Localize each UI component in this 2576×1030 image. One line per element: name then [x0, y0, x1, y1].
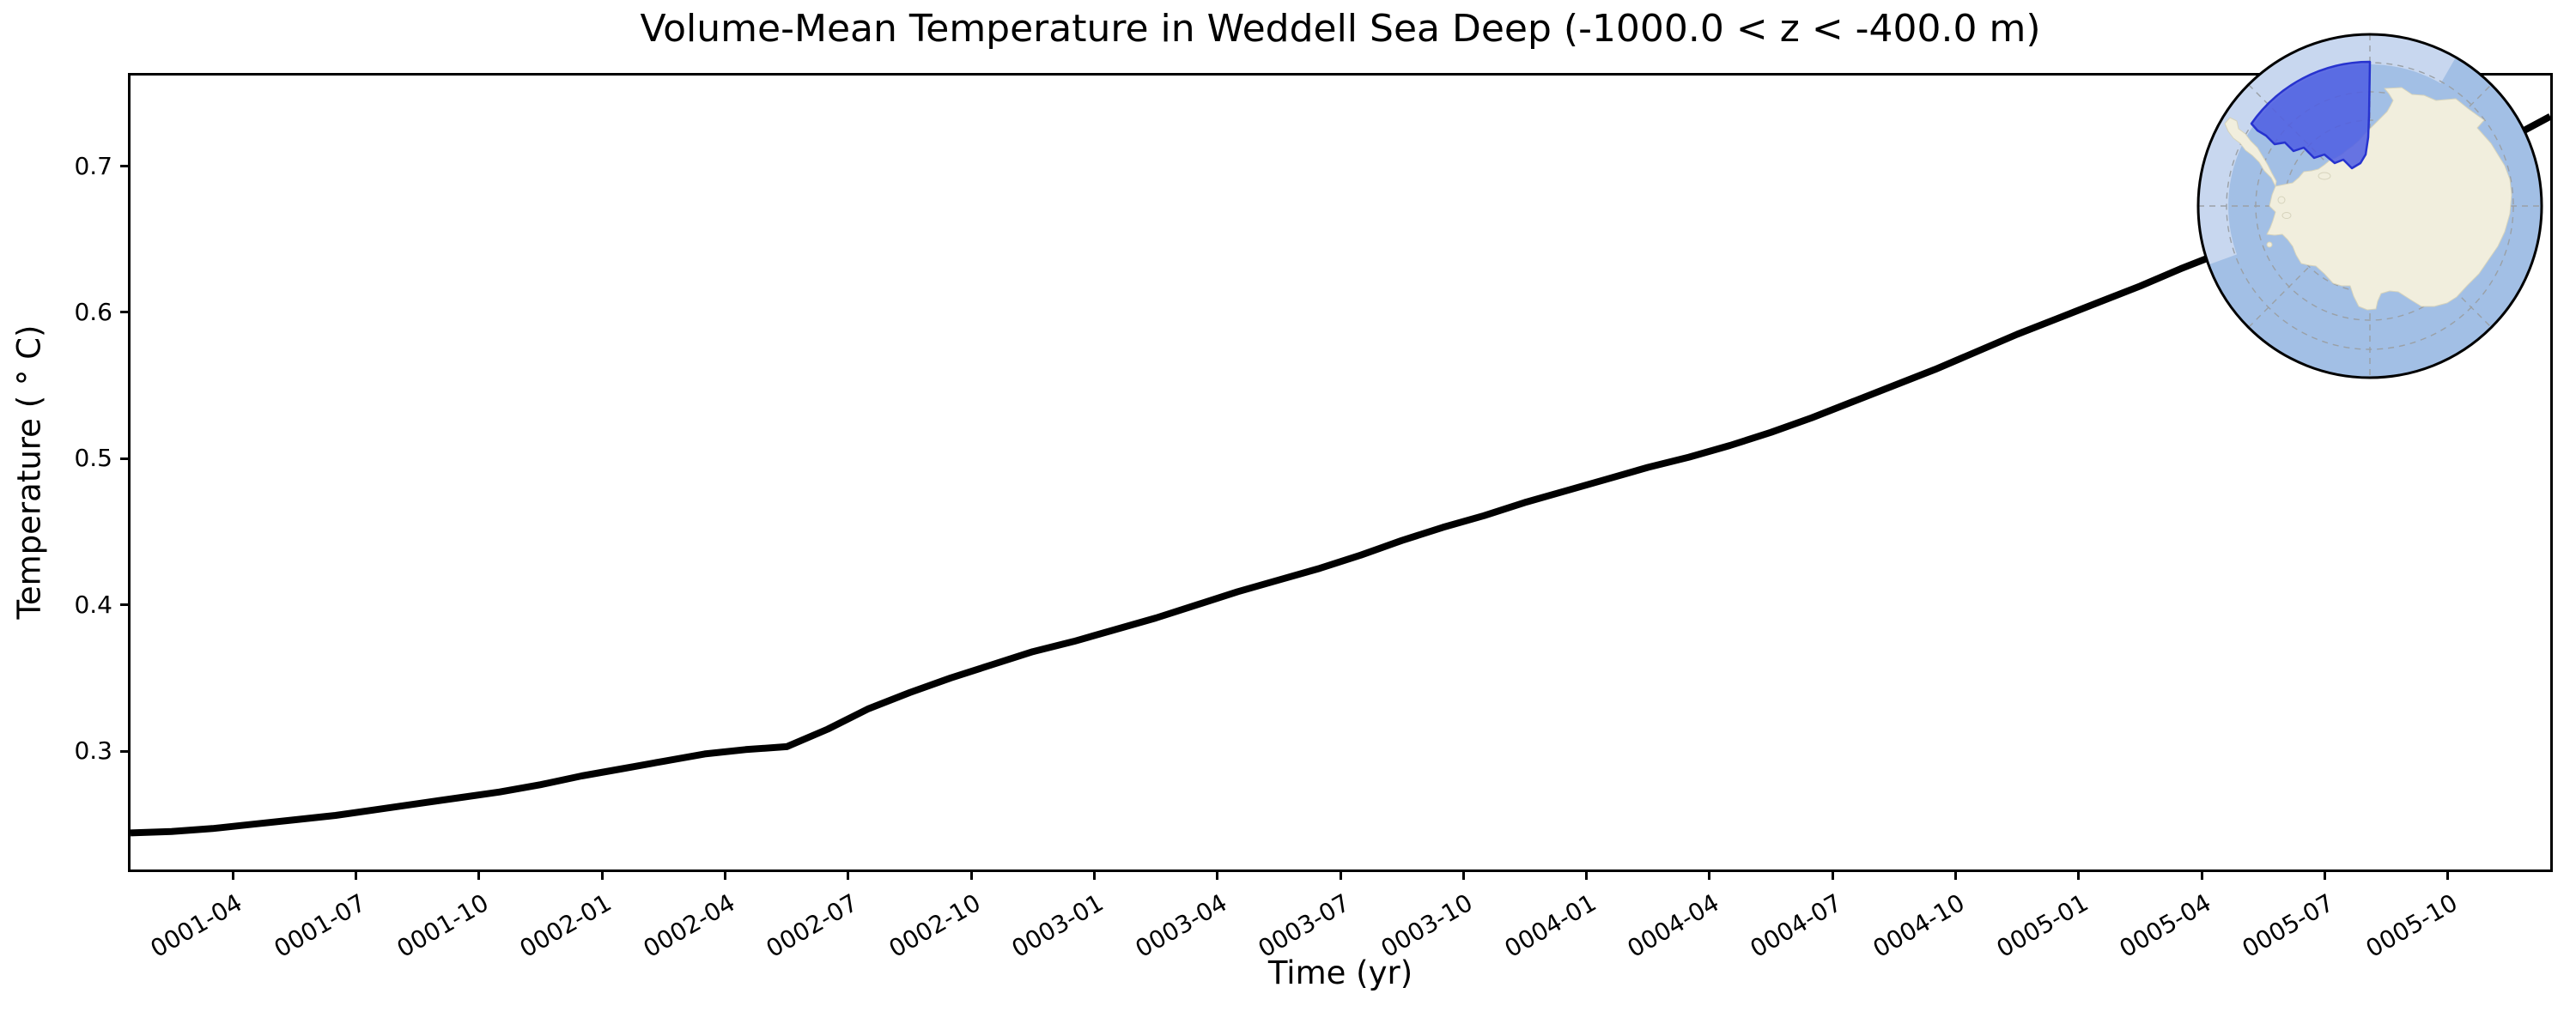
x-axis-tick-label: 0004-04	[1622, 888, 1724, 964]
y-axis-tick-label: 0.6	[74, 297, 112, 326]
x-axis-tick	[355, 869, 358, 880]
x-axis-tick	[2077, 869, 2081, 880]
x-axis-tick-label: 0003-01	[1007, 888, 1109, 964]
y-axis-tick-label: 0.7	[74, 151, 112, 180]
map-weddell-sea-highlight	[2250, 60, 2372, 170]
x-axis-tick	[1831, 869, 1834, 880]
x-axis-tick	[2200, 869, 2203, 880]
map-island	[2318, 172, 2331, 180]
x-axis-tick-label: 0002-01	[514, 888, 617, 964]
y-axis-tick-label: 0.4	[74, 590, 112, 619]
x-axis-tick-label: 0005-04	[2114, 888, 2216, 964]
map-island	[2277, 196, 2286, 204]
x-axis-tick	[969, 869, 973, 880]
x-axis-tick-label: 0001-07	[269, 888, 371, 964]
y-axis-tick	[120, 457, 131, 460]
map-border-circle	[2196, 33, 2543, 379]
x-axis-tick	[1092, 869, 1096, 880]
x-axis-tick-label: 0002-07	[761, 888, 863, 964]
x-axis-tick-label: 0004-01	[1499, 888, 1601, 964]
x-axis-tick-label: 0001-10	[392, 888, 494, 964]
x-axis-tick	[1953, 869, 1957, 880]
x-axis-tick	[2446, 869, 2450, 880]
map-island	[2281, 212, 2292, 219]
x-axis-tick	[847, 869, 850, 880]
y-axis-tick	[120, 603, 131, 607]
x-axis-tick	[1708, 869, 1711, 880]
y-axis-tick	[120, 311, 131, 314]
x-axis-tick	[1216, 869, 1219, 880]
x-axis-tick	[231, 869, 234, 880]
chart-title: Volume-Mean Temperature in Weddell Sea D…	[640, 7, 2041, 51]
plot-area	[131, 113, 2550, 837]
antarctic-peninsula	[2224, 117, 2277, 187]
x-axis-tick-label: 0001-04	[146, 888, 247, 964]
x-axis-tick-label: 0003-10	[1376, 888, 1478, 964]
temperature-line	[131, 113, 2550, 837]
y-axis-tick-label: 0.5	[74, 444, 112, 473]
y-axis-tick-label: 0.3	[74, 736, 112, 766]
x-axis-tick	[724, 869, 727, 880]
y-axis-tick	[120, 165, 131, 168]
x-axis-tick-label: 0005-01	[1991, 888, 2093, 964]
x-axis-tick	[477, 869, 481, 880]
x-axis-tick-label: 0004-10	[1868, 888, 1970, 964]
inset-map-antarctica	[2196, 33, 2543, 379]
x-axis-tick-label: 0002-04	[638, 888, 740, 964]
map-land-antarctica	[2224, 87, 2512, 311]
x-axis-tick-label: 0004-07	[1745, 888, 1847, 964]
x-axis-tick-label: 0003-07	[1253, 888, 1355, 964]
map-outer-ring	[2198, 34, 2456, 265]
x-axis-tick	[1585, 869, 1589, 880]
x-axis-tick	[1461, 869, 1465, 880]
x-axis-tick	[600, 869, 604, 880]
y-axis-label: Temperature ( ° C)	[10, 324, 48, 620]
x-axis-tick-label: 0003-04	[1130, 888, 1232, 964]
x-axis-tick-label: 0005-10	[2360, 888, 2463, 964]
x-axis-tick	[2323, 869, 2326, 880]
x-axis-tick-label: 0002-10	[884, 888, 986, 964]
y-axis-tick	[120, 749, 131, 753]
map-island	[2266, 241, 2273, 248]
x-axis-tick-label: 0005-07	[2237, 888, 2339, 964]
x-axis-label: Time (yr)	[1267, 954, 1413, 991]
x-axis-tick	[1339, 869, 1342, 880]
